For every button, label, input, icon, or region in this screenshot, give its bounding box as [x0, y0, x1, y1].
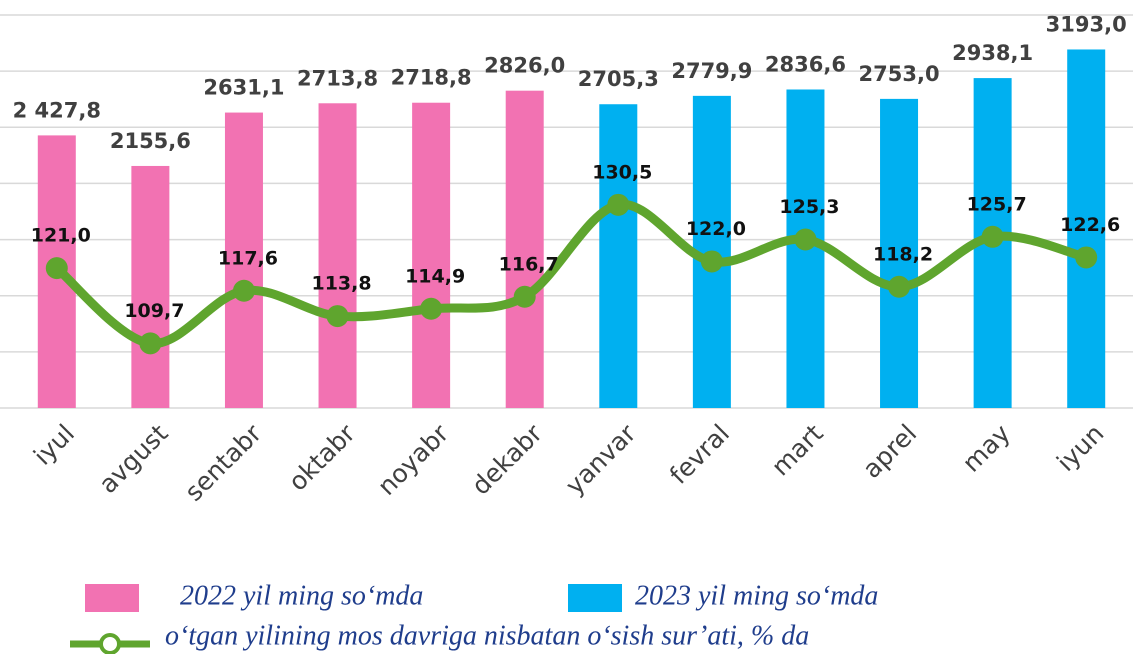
line-value-label: 114,9: [405, 265, 465, 287]
line-value-label: 109,7: [124, 300, 184, 322]
line-marker: [326, 305, 349, 328]
legend-swatch: [85, 584, 139, 612]
x-tick-label: fevral: [664, 419, 735, 490]
x-tick-label: iyun: [1051, 419, 1109, 477]
bar-value-label: 2779,9: [671, 59, 752, 83]
bar-value-label: 3193,0: [1046, 12, 1127, 36]
line-marker: [513, 285, 536, 308]
line-value-label: 125,7: [967, 193, 1027, 215]
x-tick-label: oktabr: [283, 418, 361, 496]
line-marker: [420, 297, 443, 320]
bar-value-label: 2705,3: [578, 67, 659, 91]
bar: [1067, 49, 1106, 409]
bar-value-label: 2836,6: [765, 52, 846, 76]
bar: [224, 112, 263, 408]
line-value-label: 118,2: [873, 243, 933, 265]
line-value-label: 130,5: [592, 161, 652, 183]
line-marker: [607, 193, 630, 216]
line-marker: [888, 275, 911, 298]
bar-value-label: 2713,8: [297, 66, 378, 90]
legend-label: o‘tgan yilining mos davriga nisbatan o‘s…: [165, 620, 809, 651]
bar: [412, 102, 451, 409]
bar-value-label: 2938,1: [952, 41, 1033, 65]
legend-marker: [99, 633, 121, 655]
bar-value-label: 2155,6: [110, 129, 191, 153]
x-tick-label: sentabr: [179, 418, 268, 507]
line-marker: [981, 225, 1004, 248]
bar-value-label: 2718,8: [391, 66, 472, 90]
legend-label: 2022 yil ming so‘mda: [180, 580, 423, 611]
line-value-label: 125,3: [779, 196, 839, 218]
line-marker: [232, 279, 255, 302]
bar: [131, 165, 170, 408]
line: [52, 200, 1091, 348]
x-tick-label: aprel: [857, 419, 922, 484]
line-value-label: 113,8: [311, 273, 371, 295]
bar-value-label: 2826,0: [484, 54, 565, 78]
x-tick-label: dekabr: [466, 418, 548, 500]
line-value-label: 117,6: [218, 247, 278, 269]
x-tick-label: noyabr: [372, 418, 455, 501]
line-marker: [700, 250, 723, 273]
line-value-label: 122,6: [1060, 214, 1120, 236]
x-tick-label: iyul: [28, 419, 80, 471]
x-tick-label: mart: [766, 419, 829, 482]
bar: [318, 103, 357, 409]
line-marker: [794, 228, 817, 251]
line-value-label: 121,0: [31, 225, 91, 247]
bar-value-label: 2 427,8: [13, 98, 101, 122]
bar: [599, 104, 638, 408]
line-marker: [45, 257, 68, 280]
x-tick-label: may: [957, 419, 1016, 478]
line-marker: [1075, 246, 1098, 269]
line-value-label: 122,0: [686, 218, 746, 240]
bar-value-label: 2753,0: [859, 62, 940, 86]
legend-label: 2023 yil ming so‘mda: [635, 580, 878, 611]
x-tick-label: yanvar: [560, 418, 642, 500]
legend-swatch: [568, 584, 622, 612]
line-value-label: 116,7: [499, 253, 559, 275]
bar: [880, 98, 919, 408]
line-marker: [139, 332, 162, 355]
bar: [505, 90, 544, 408]
bar-value-label: 2631,1: [203, 76, 284, 100]
x-tick-label: avgust: [93, 419, 174, 500]
